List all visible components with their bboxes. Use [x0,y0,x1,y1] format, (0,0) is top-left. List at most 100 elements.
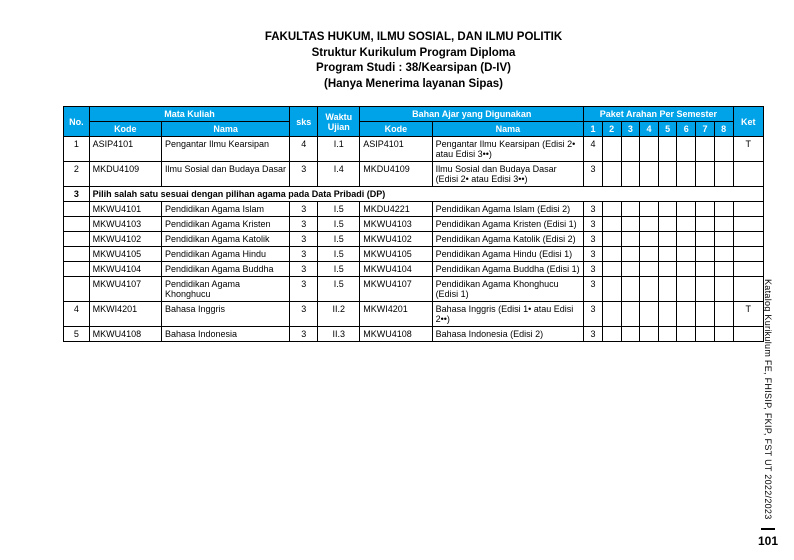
cell-nama: Ilmu Sosial dan Budaya Dasar [161,162,289,187]
cell-nama: Pengantar Ilmu Kearsipan [161,137,289,162]
cell-sem2 [602,262,621,277]
cell-sem1: 3 [584,302,603,327]
cell-sem5 [658,277,677,302]
cell-sem3 [621,202,640,217]
cell-sem4 [640,217,659,232]
cell-sem8 [714,277,733,302]
cell-nama: Pendidikan Agama Katolik [161,232,289,247]
col-sem1: 1 [584,122,603,137]
cell-no: 2 [64,162,90,187]
cell-bahan-kode: MKDU4109 [360,162,432,187]
cell-sem8 [714,232,733,247]
table-row: MKWU4105Pendidikan Agama Hindu3I.5MKWU41… [64,247,764,262]
col-waktu: Waktu Ujian [318,107,360,137]
cell-sem7 [696,202,715,217]
cell-bahan-nama: Pendidikan Agama Buddha (Edisi 1) [432,262,584,277]
cell-sem3 [621,327,640,342]
cell-sks: 3 [290,262,318,277]
cell-bahan-nama: Pendidikan Agama Khonghucu (Edisi 1) [432,277,584,302]
col-bahan: Bahan Ajar yang Digunakan [360,107,584,122]
col-sem3: 3 [621,122,640,137]
cell-kode: MKWU4107 [89,277,161,302]
cell-sem8 [714,247,733,262]
cell-waktu: I.5 [318,262,360,277]
cell-nama: Pendidikan Agama Buddha [161,262,289,277]
col-sem6: 6 [677,122,696,137]
cell-no: 5 [64,327,90,342]
cell-no: 4 [64,302,90,327]
cell-sem3 [621,232,640,247]
side-label: Katalog Kurikulum FE, FHISIP, FKIP, FST … [756,0,780,560]
cell-sem3 [621,247,640,262]
document-header: FAKULTAS HUKUM, ILMU SOSIAL, DAN ILMU PO… [63,30,764,92]
section-label: Pilih salah satu sesuai dengan pilihan a… [89,187,763,202]
cell-sks: 3 [290,247,318,262]
cell-no [64,232,90,247]
cell-sks: 3 [290,327,318,342]
cell-waktu: II.3 [318,327,360,342]
cell-nama: Bahasa Indonesia [161,327,289,342]
cell-bahan-nama: Pendidikan Agama Katolik (Edisi 2) [432,232,584,247]
cell-sem7 [696,232,715,247]
cell-nama: Pendidikan Agama Kristen [161,217,289,232]
cell-no [64,202,90,217]
cell-waktu: I.4 [318,162,360,187]
cell-sks: 3 [290,217,318,232]
cell-kode: MKWI4201 [89,302,161,327]
cell-bahan-nama: Pendidikan Agama Hindu (Edisi 1) [432,247,584,262]
cell-sem3 [621,302,640,327]
cell-sem4 [640,232,659,247]
cell-sem5 [658,232,677,247]
cell-sem8 [714,327,733,342]
cell-sem3 [621,137,640,162]
cell-sem4 [640,262,659,277]
cell-sem4 [640,162,659,187]
cell-no [64,217,90,232]
cell-sem7 [696,262,715,277]
table-row: 3Pilih salah satu sesuai dengan pilihan … [64,187,764,202]
cell-sem5 [658,327,677,342]
cell-no [64,262,90,277]
col-nama2: Nama [432,122,584,137]
cell-nama: Pendidikan Agama Islam [161,202,289,217]
cell-nama: Pendidikan Agama Hindu [161,247,289,262]
side-label-text: Katalog Kurikulum FE, FHISIP, FKIP, FST … [763,279,773,520]
cell-sem4 [640,302,659,327]
table-header: No. Mata Kuliah sks Waktu Ujian Bahan Aj… [64,107,764,137]
cell-sks: 3 [290,277,318,302]
cell-sem3 [621,217,640,232]
cell-sem6 [677,217,696,232]
col-kode1: Kode [89,122,161,137]
table-row: 1ASIP4101Pengantar Ilmu Kearsipan4I.1ASI… [64,137,764,162]
cell-sem5 [658,162,677,187]
cell-sem8 [714,162,733,187]
cell-sem6 [677,232,696,247]
col-sem8: 8 [714,122,733,137]
cell-no [64,247,90,262]
cell-sem5 [658,217,677,232]
cell-sem2 [602,137,621,162]
cell-bahan-nama: Pendidikan Agama Islam (Edisi 2) [432,202,584,217]
cell-bahan-kode: MKWU4102 [360,232,432,247]
col-sem2: 2 [602,122,621,137]
cell-waktu: I.5 [318,217,360,232]
cell-sem7 [696,137,715,162]
col-no: No. [64,107,90,137]
page-number: 101 [758,534,778,548]
table-body: 1ASIP4101Pengantar Ilmu Kearsipan4I.1ASI… [64,137,764,342]
cell-sem2 [602,277,621,302]
cell-kode: MKDU4109 [89,162,161,187]
table-row: 4MKWI4201Bahasa Inggris3II.2MKWI4201Baha… [64,302,764,327]
cell-bahan-kode: MKWU4108 [360,327,432,342]
cell-sem6 [677,262,696,277]
cell-sem5 [658,202,677,217]
cell-sem6 [677,302,696,327]
cell-sem1: 3 [584,327,603,342]
cell-bahan-nama: Pendidikan Agama Kristen (Edisi 1) [432,217,584,232]
cell-kode: MKWU4102 [89,232,161,247]
cell-sem5 [658,137,677,162]
cell-sem4 [640,327,659,342]
cell-no: 3 [64,187,90,202]
cell-sem7 [696,327,715,342]
cell-sem4 [640,202,659,217]
